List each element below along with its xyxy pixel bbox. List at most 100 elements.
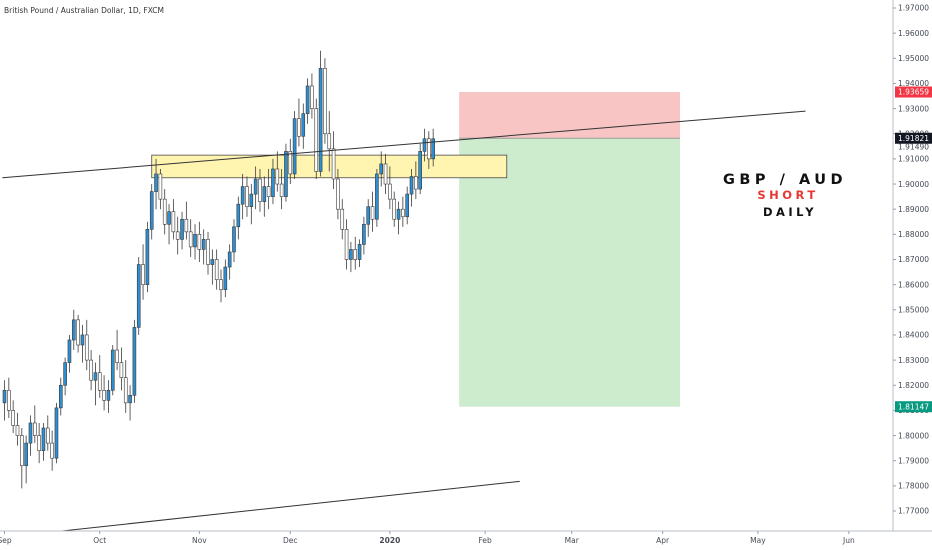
candle-body xyxy=(41,427,46,451)
candle xyxy=(327,111,332,172)
y-tick-label: 1.82000 xyxy=(898,381,929,390)
candle-body xyxy=(336,178,340,210)
y-tick-label: 1.86000 xyxy=(898,280,929,289)
candle xyxy=(97,355,102,398)
candle xyxy=(37,422,41,464)
candle xyxy=(80,324,85,363)
candle-body xyxy=(80,334,85,346)
candle xyxy=(275,151,280,192)
candle-body xyxy=(67,339,72,363)
candle xyxy=(236,196,241,240)
y-tick-label: 1.85000 xyxy=(898,306,929,315)
candle-body xyxy=(7,389,11,411)
candle xyxy=(50,430,54,471)
y-tick-label: 1.96000 xyxy=(898,29,929,38)
candle xyxy=(162,189,167,235)
candle xyxy=(323,58,327,144)
x-tick-label: May xyxy=(750,536,766,545)
candle-body xyxy=(266,186,271,197)
candle-body xyxy=(123,377,128,404)
candle-body xyxy=(344,229,349,260)
candle xyxy=(301,103,306,149)
candle-body xyxy=(167,211,171,225)
candle xyxy=(132,319,137,403)
candle-body xyxy=(54,407,59,459)
candle-body xyxy=(331,148,336,180)
candle-body xyxy=(28,422,33,444)
candle xyxy=(418,143,422,195)
x-tick-label: 2020 xyxy=(379,536,400,545)
candle xyxy=(154,158,158,210)
candle-body xyxy=(149,191,154,230)
candle xyxy=(340,199,345,240)
candle-body xyxy=(275,168,280,185)
x-tick-label: Apr xyxy=(656,536,670,545)
candle-body xyxy=(141,264,145,285)
candle-body xyxy=(431,138,435,160)
candle-body xyxy=(245,186,249,207)
candle-body xyxy=(132,327,137,396)
x-tick-label: Sep xyxy=(0,536,12,545)
candle xyxy=(427,131,431,169)
candle xyxy=(76,314,80,353)
candle-body xyxy=(193,234,197,248)
candle xyxy=(219,269,223,303)
candle xyxy=(353,236,358,270)
candle-body xyxy=(184,218,189,233)
candle xyxy=(45,415,50,451)
candle xyxy=(262,176,267,217)
candle xyxy=(331,131,336,190)
candle-body xyxy=(379,163,384,175)
candle-body xyxy=(110,349,115,391)
candle-body xyxy=(414,176,418,190)
x-tick-label: Feb xyxy=(478,536,492,545)
price-label: 1.91490 xyxy=(898,142,929,151)
candle xyxy=(188,219,193,257)
candle-body xyxy=(327,133,332,150)
candle-body xyxy=(197,234,202,250)
candle-body xyxy=(154,173,158,192)
candle-body xyxy=(240,186,245,205)
candle-body xyxy=(188,231,193,248)
candle xyxy=(292,111,297,180)
y-tick-label: 1.88000 xyxy=(898,230,929,239)
candle-body xyxy=(301,113,306,137)
candle xyxy=(119,347,124,391)
annotation-line3: DAILY xyxy=(763,205,817,219)
candle xyxy=(171,199,176,240)
candle xyxy=(15,412,20,446)
candle-body xyxy=(20,435,24,467)
candle-body xyxy=(171,211,176,233)
candle-body xyxy=(349,249,353,260)
candle xyxy=(206,231,210,275)
candle xyxy=(141,244,145,300)
candle xyxy=(288,138,293,185)
candle-body xyxy=(427,138,431,160)
x-tick-label: Oct xyxy=(93,536,106,545)
y-tick-label: 1.95000 xyxy=(898,54,929,63)
candle xyxy=(232,219,236,263)
candle-body xyxy=(297,118,301,137)
candle-body xyxy=(50,442,54,459)
candle xyxy=(71,309,76,351)
candle-body xyxy=(76,319,80,346)
candle xyxy=(197,221,202,263)
candle-body xyxy=(288,151,293,175)
candle-body xyxy=(158,173,163,200)
price-badge-label: 1.93659 xyxy=(898,88,929,97)
candle xyxy=(58,377,63,416)
candle xyxy=(362,216,366,255)
candle-body xyxy=(11,410,15,426)
candle xyxy=(392,191,397,227)
annotation-line1: GBP / AUD xyxy=(723,172,847,188)
candle-body xyxy=(284,151,288,197)
candle xyxy=(409,168,414,207)
candle-body xyxy=(271,168,275,197)
chart-title: British Pound / Australian Dollar, 1D, F… xyxy=(4,6,164,15)
candle-body xyxy=(37,435,41,451)
candle-body xyxy=(258,178,262,202)
candle-body xyxy=(175,231,180,240)
candle-body xyxy=(210,259,215,265)
